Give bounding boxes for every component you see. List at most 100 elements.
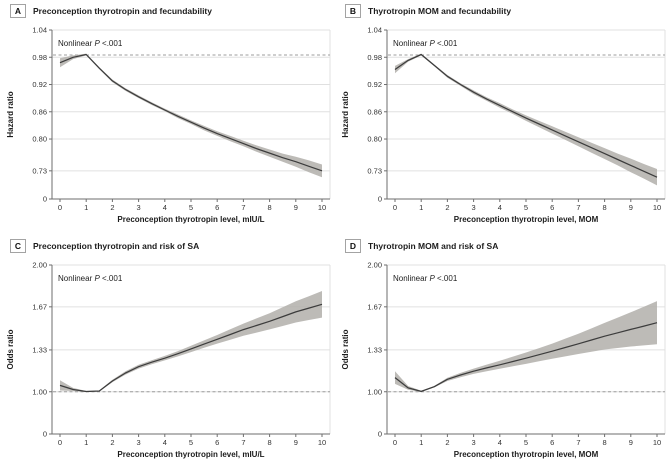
x-axis-title: Preconception thyrotropin level, mIU/L — [117, 215, 264, 224]
y-tick-label: 1.33 — [32, 345, 47, 354]
y-tick-label: 1.00 — [367, 387, 382, 396]
panel-c-title: Preconception thyrotropin and risk of SA — [33, 240, 200, 251]
panel-c-header: C Preconception thyrotropin and risk of … — [10, 239, 199, 253]
x-tick-label: 7 — [576, 203, 580, 212]
x-tick-label: 0 — [58, 203, 62, 212]
x-tick-label: 8 — [268, 438, 272, 447]
x-tick-label: 8 — [603, 438, 607, 447]
y-tick-label: 1.33 — [367, 345, 382, 354]
panel-c-letter-badge: C — [10, 239, 26, 253]
x-tick-label: 4 — [498, 438, 502, 447]
p-value-annotation: Nonlinear P <.001 — [58, 39, 123, 48]
y-tick-label: 2.00 — [367, 261, 382, 270]
panel-a-header: A Preconception thyrotropin and fecundab… — [10, 4, 212, 18]
x-tick-label: 7 — [241, 203, 245, 212]
p-value-annotation: Nonlinear P <.001 — [393, 39, 458, 48]
confidence-band — [395, 53, 657, 186]
x-tick-label: 6 — [550, 438, 554, 447]
x-tick-label: 7 — [241, 438, 245, 447]
x-tick-label: 10 — [653, 438, 661, 447]
y-tick-label: 0.73 — [367, 166, 382, 175]
panel-d-chart: 2.00 1.67 1.33 1.00 0 0 1 2 3 4 5 6 7 8 9 10 Preconcepti… — [341, 261, 666, 459]
y-zero-tick-label: 0 — [378, 430, 382, 439]
x-tick-label: 5 — [189, 438, 193, 447]
y-tick-label: 0.92 — [367, 80, 382, 89]
x-tick-label: 6 — [215, 438, 219, 447]
x-tick-label: 10 — [318, 203, 326, 212]
y-tick-label: 1.67 — [32, 302, 47, 311]
y-tick-label: 1.00 — [32, 387, 47, 396]
panel-d-title: Thyrotropin MOM and risk of SA — [368, 240, 499, 251]
panel-b-title: Thyrotropin MOM and fecundability — [368, 5, 512, 16]
x-tick-label: 1 — [419, 438, 423, 447]
x-axis-title: Preconception thyrotropin level, mIU/L — [117, 450, 264, 459]
x-tick-label: 4 — [163, 203, 167, 212]
x-tick-label: 8 — [268, 203, 272, 212]
x-tick-label: 0 — [393, 203, 397, 212]
y-axis-title: Hazard ratio — [341, 91, 350, 137]
confidence-band — [60, 291, 322, 392]
x-tick-label: 4 — [163, 438, 167, 447]
panel-a-letter-badge: A — [10, 4, 26, 18]
y-tick-label: 0.98 — [32, 53, 47, 62]
p-value-annotation: Nonlinear P <.001 — [393, 274, 458, 283]
panel-c: C Preconception thyrotropin and risk of … — [0, 235, 335, 469]
y-tick-label: 0.98 — [367, 53, 382, 62]
panel-d-header: D Thyrotropin MOM and risk of SA — [345, 239, 498, 253]
y-zero-tick-label: 0 — [43, 195, 47, 204]
x-tick-label: 3 — [472, 438, 476, 447]
y-tick-label: 1.04 — [367, 26, 382, 35]
x-tick-label: 5 — [524, 203, 528, 212]
y-tick-label: 0.86 — [367, 107, 382, 116]
y-zero-tick-label: 0 — [378, 195, 382, 204]
y-axis-title: Odds ratio — [6, 329, 15, 369]
panel-c-chart: 2.00 1.67 1.33 1.00 0 0 1 2 3 4 5 6 7 8 9 10 Preconcepti… — [6, 261, 331, 459]
x-tick-label: 5 — [189, 203, 193, 212]
x-tick-label: 3 — [137, 203, 141, 212]
x-axis-title: Preconception thyrotropin level, MOM — [454, 215, 599, 224]
panel-a-title: Preconception thyrotropin and fecundabil… — [33, 5, 212, 16]
y-tick-label: 0.86 — [32, 107, 47, 116]
panel-a: A Preconception thyrotropin and fecundab… — [0, 0, 335, 234]
confidence-band — [60, 53, 322, 178]
x-tick-label: 3 — [472, 203, 476, 212]
spline-curve — [59, 53, 323, 172]
panel-b-chart: 1.04 0.98 0.92 0.86 0.80 0.73 0 0 1 2 3 4 5 6 7 8 9 10 Pre… — [341, 26, 666, 224]
x-tick-label: 2 — [110, 203, 114, 212]
panel-b-header: B Thyrotropin MOM and fecundability — [345, 4, 511, 18]
x-tick-label: 3 — [137, 438, 141, 447]
confidence-band — [395, 301, 657, 392]
x-tick-label: 8 — [603, 203, 607, 212]
y-tick-label: 0.92 — [32, 80, 47, 89]
x-tick-label: 6 — [550, 203, 554, 212]
panel-b: B Thyrotropin MOM and fecundability 1.04… — [335, 0, 670, 234]
panel-b-letter-badge: B — [345, 4, 361, 18]
x-axis-title: Preconception thyrotropin level, MOM — [454, 450, 599, 459]
y-tick-label: 0.80 — [32, 135, 47, 144]
y-zero-tick-label: 0 — [43, 430, 47, 439]
x-tick-label: 10 — [318, 438, 326, 447]
x-tick-label: 6 — [215, 203, 219, 212]
spline-curve — [394, 53, 658, 178]
panel-d: D Thyrotropin MOM and risk of SA 2.00 1.6… — [335, 235, 670, 469]
y-tick-label: 2.00 — [32, 261, 47, 270]
y-axis-title: Odds ratio — [341, 329, 350, 369]
x-tick-label: 9 — [629, 203, 633, 212]
x-tick-label: 7 — [576, 438, 580, 447]
y-axis-title: Hazard ratio — [6, 91, 15, 137]
x-tick-label: 9 — [629, 438, 633, 447]
x-tick-label: 0 — [58, 438, 62, 447]
panel-a-chart: 1.04 0.98 0.92 0.86 0.80 0.73 0 0 1 2 3 4 5 6 7 8 9 10 Pre… — [6, 26, 331, 224]
y-tick-label: 0.73 — [32, 166, 47, 175]
p-value-annotation: Nonlinear P <.001 — [58, 274, 123, 283]
x-tick-label: 0 — [393, 438, 397, 447]
x-tick-label: 4 — [498, 203, 502, 212]
panel-d-letter-badge: D — [345, 239, 361, 253]
x-tick-label: 5 — [524, 438, 528, 447]
x-tick-label: 9 — [294, 438, 298, 447]
x-tick-label: 9 — [294, 203, 298, 212]
spline-curve — [59, 303, 323, 393]
y-tick-label: 0.80 — [367, 135, 382, 144]
x-tick-label: 1 — [84, 438, 88, 447]
